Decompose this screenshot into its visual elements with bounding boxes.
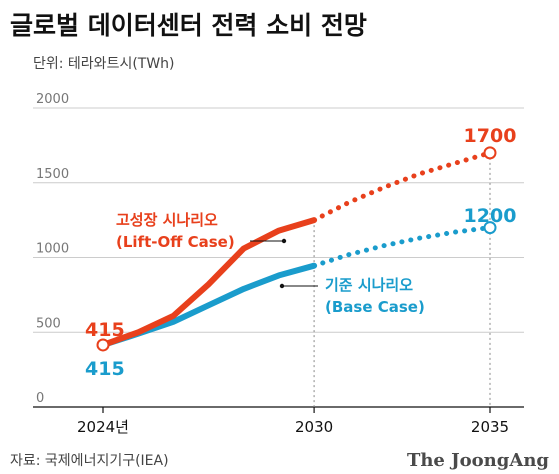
series-label-base-line2: (Base Case): [325, 298, 425, 316]
y-tick-label-1000: 1000: [36, 242, 69, 257]
line-layer: [96, 146, 497, 352]
series-label-liftoff-line1: 고성장 시나리오: [116, 211, 218, 229]
end-value-liftoff: 1700: [464, 125, 517, 147]
tick-layer: 0 500 1000 1500 2000 2024년 2030 2035: [36, 92, 509, 436]
label-layer: 415 415 1700 1200 고성장 시나리오 (Lift-Off Case) 기준 …: [85, 125, 516, 380]
start-value-liftoff: 415: [85, 319, 125, 341]
start-value-base: 415: [85, 358, 125, 380]
x-tick-label-2024: 2024년: [77, 418, 129, 436]
leader-dot-liftoff: [281, 238, 287, 244]
end-value-base: 1200: [464, 205, 517, 227]
start-marker: [96, 338, 110, 352]
source-label: 자료: 국제에너지기구(IEA): [10, 453, 169, 469]
y-tick-label-500: 500: [36, 316, 61, 331]
chart-title: 글로벌 데이터센터 전력 소비 전망: [10, 11, 367, 40]
grid-layer: [33, 107, 524, 413]
unit-label: 단위: 테라와트시(TWh): [33, 56, 175, 72]
end-marker-base: [483, 221, 497, 235]
series-label-liftoff-line2: (Lift-Off Case): [116, 233, 235, 251]
x-tick-label-2035: 2035: [471, 418, 509, 436]
x-tick-label-2030: 2030: [295, 418, 333, 436]
brand-logo: The JoongAng: [407, 450, 549, 471]
y-tick-label-0: 0: [36, 391, 44, 406]
series-label-base-line1: 기준 시나리오: [325, 276, 413, 294]
y-tick-label-2000: 2000: [36, 92, 69, 107]
leader-dot-base: [279, 283, 285, 289]
series-line-liftoff: [100, 217, 318, 348]
series-projection-base: [311, 225, 493, 269]
y-tick-label-1500: 1500: [36, 167, 69, 182]
end-marker-liftoff: [483, 146, 497, 160]
